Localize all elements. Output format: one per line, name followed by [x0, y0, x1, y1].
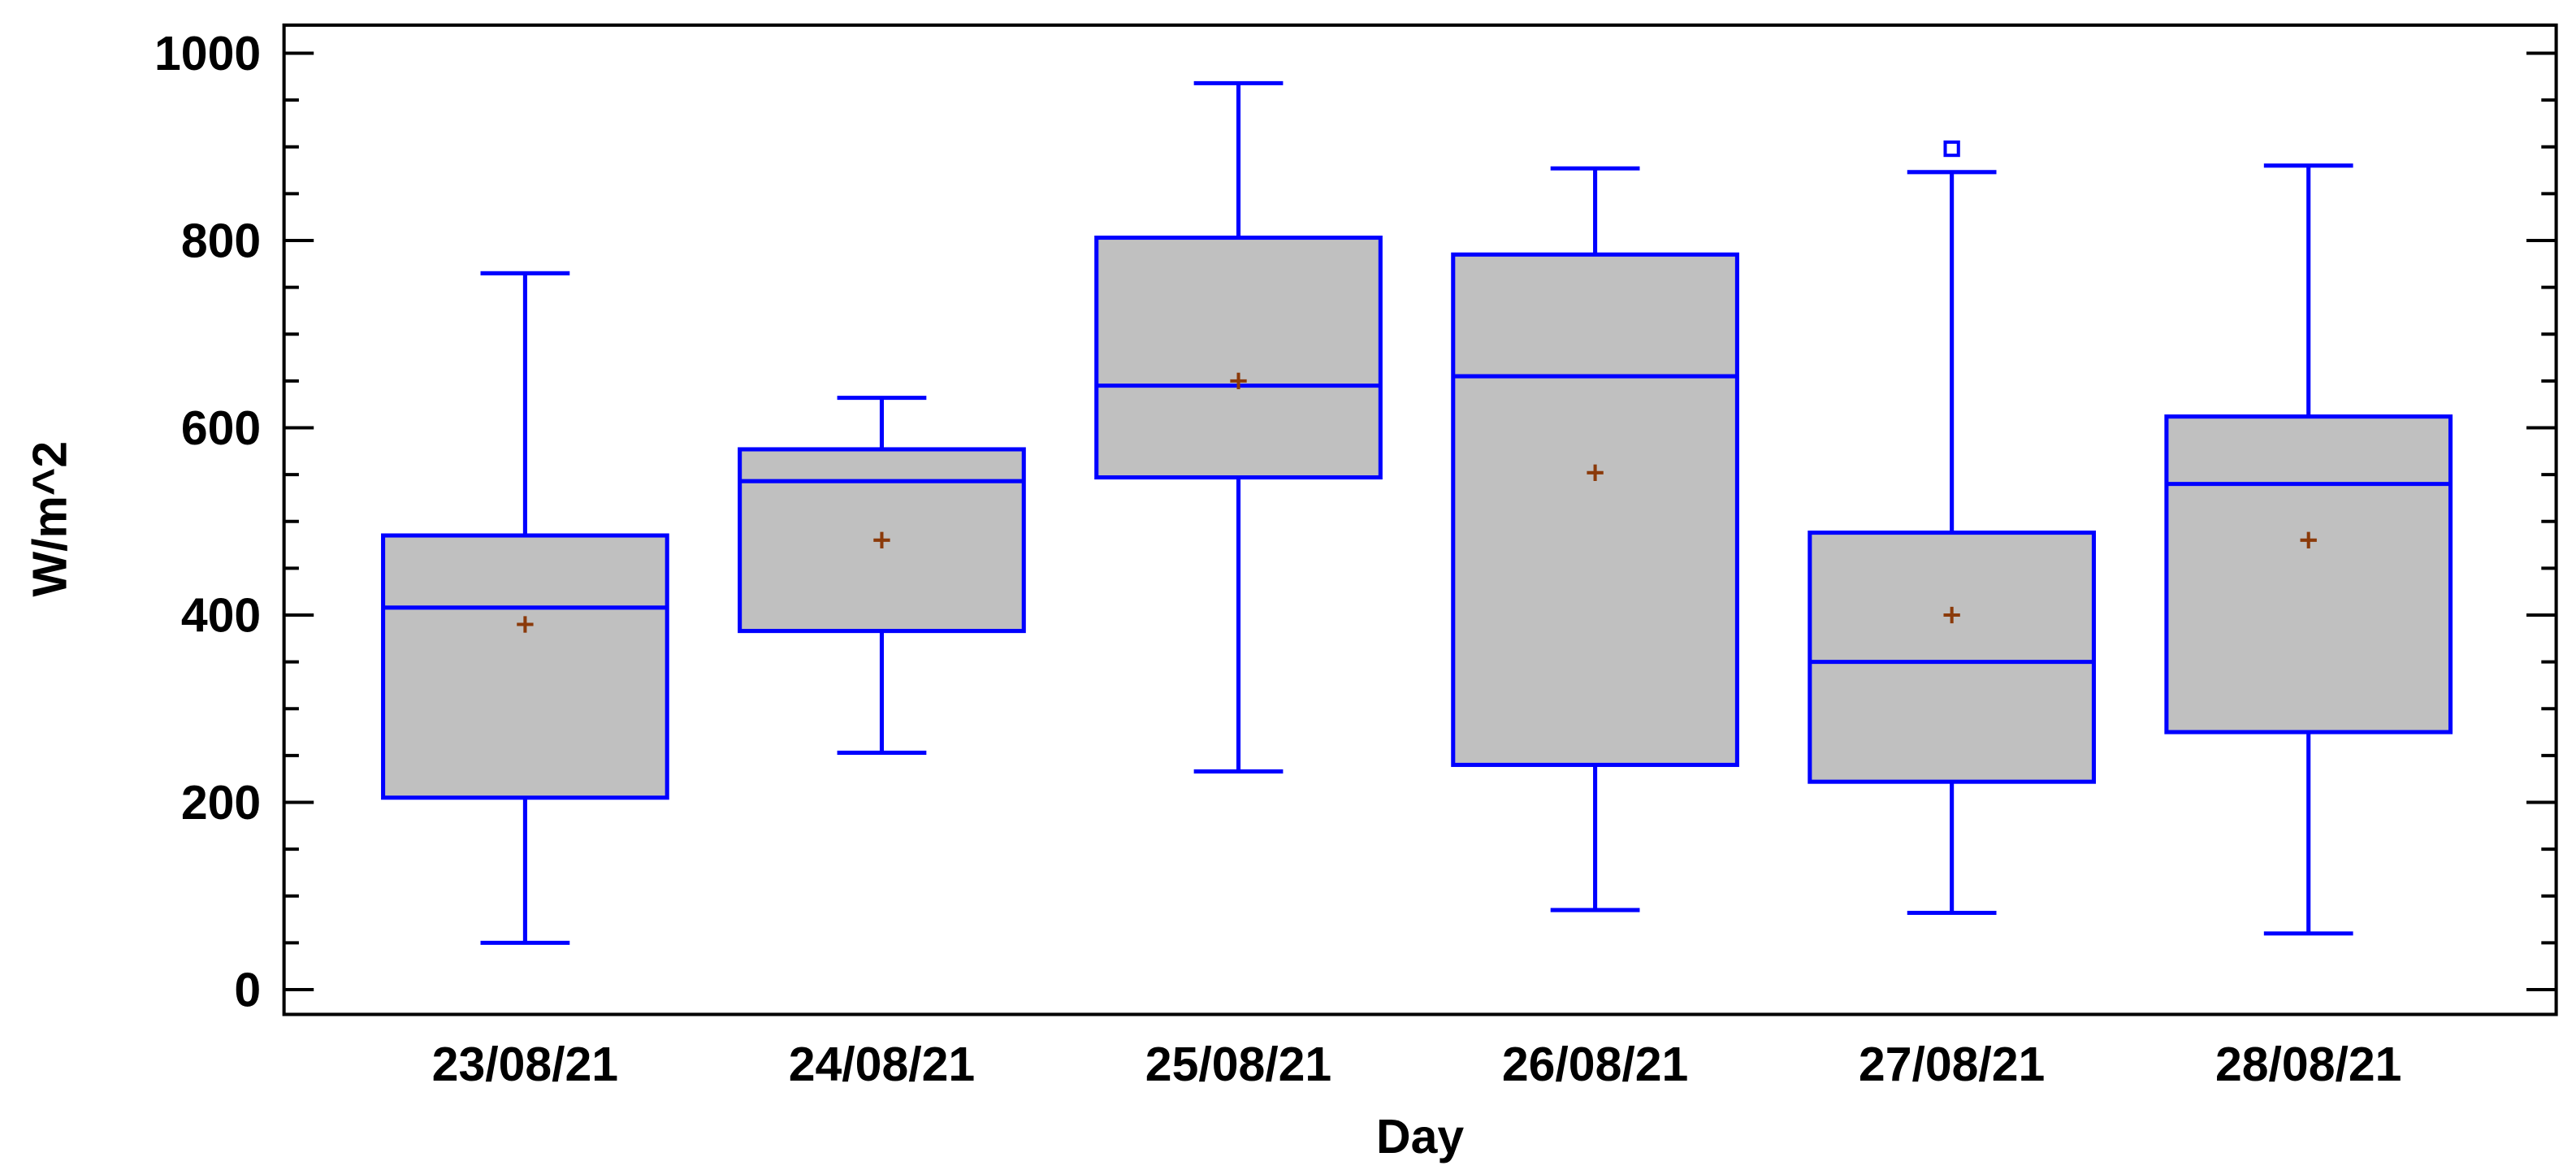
x-tick-label: 28/08/21 — [2215, 1038, 2401, 1091]
box-26-08-21 — [1451, 166, 1739, 912]
x-tick-label: 27/08/21 — [1859, 1038, 2045, 1091]
box-series — [381, 80, 2453, 945]
iqr-box — [1094, 235, 1383, 480]
iqr-box — [381, 533, 669, 800]
y-tick-label: 1000 — [154, 28, 261, 80]
y-tick-label: 600 — [181, 402, 261, 455]
box-27-08-21 — [1808, 140, 2096, 916]
y-tick-label: 400 — [181, 589, 261, 642]
y-axis-ticks-right — [2526, 51, 2557, 992]
y-tick-label: 800 — [181, 214, 261, 267]
y-axis-title: W/m^2 — [24, 441, 76, 597]
box-25-08-21 — [1094, 80, 1383, 774]
x-tick-label: 26/08/21 — [1502, 1038, 1688, 1091]
x-tick-label: 23/08/21 — [432, 1038, 618, 1091]
y-tick-label: 200 — [181, 777, 261, 830]
box-23-08-21 — [381, 271, 669, 945]
x-tick-label: 24/08/21 — [789, 1038, 975, 1091]
iqr-box — [1451, 252, 1739, 767]
y-axis-ticks-left — [284, 51, 314, 992]
x-axis-tick-labels: 23/08/21 24/08/21 25/08/21 26/08/21 27/08/21… — [432, 1038, 2402, 1091]
y-axis-tick-labels: 0 200 400 600 800 1000 — [154, 28, 261, 1017]
x-tick-label: 25/08/21 — [1145, 1038, 1331, 1091]
x-axis-title: Day — [1376, 1111, 1464, 1164]
y-tick-label: 0 — [234, 964, 261, 1016]
box-28-08-21 — [2164, 163, 2453, 936]
iqr-box — [1808, 531, 2096, 784]
outlier-point — [1943, 140, 1960, 158]
iqr-box — [2164, 414, 2453, 734]
box-24-08-21 — [738, 396, 1026, 755]
